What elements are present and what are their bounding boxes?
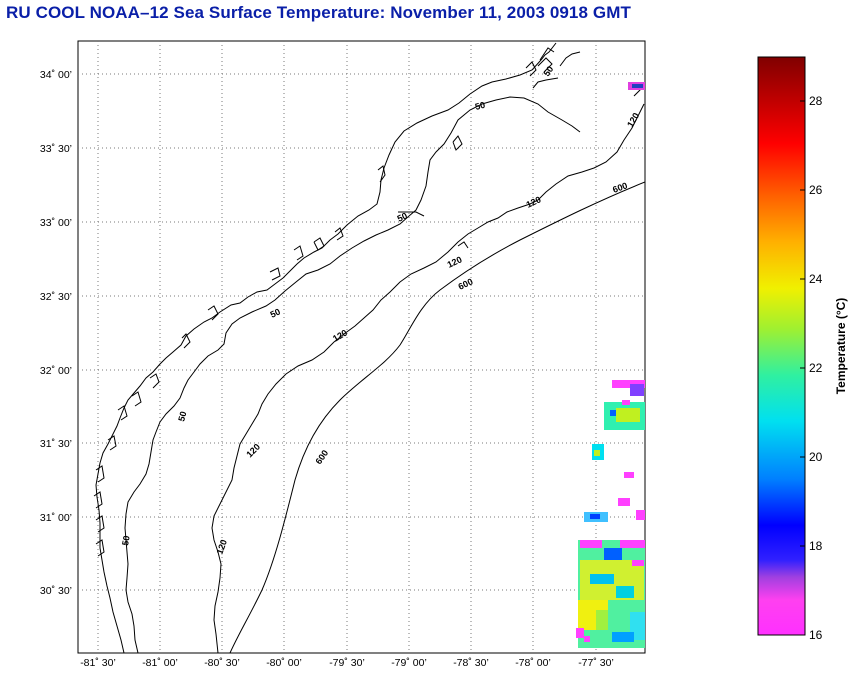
colorbar-axis-label: Temperature (°C) (834, 298, 848, 395)
isobath-600 (229, 181, 645, 653)
lat-tick: 32˚ 30’ (40, 291, 72, 303)
contour-label: 600 (611, 180, 629, 195)
lat-tick: 32˚ 00’ (40, 365, 72, 377)
map-grid (78, 41, 645, 653)
contour-label: 50 (396, 211, 409, 224)
lon-tick: -78˚ 30’ (453, 657, 489, 669)
map-title: RU COOL NOAA–12 Sea Surface Temperature:… (6, 3, 631, 22)
contour-label: 50 (541, 64, 555, 78)
colorbar-label: 26 (809, 183, 823, 197)
contour-label: 120 (214, 538, 229, 556)
colorbar-label: 28 (809, 94, 823, 108)
lat-tick: 30˚ 30’ (40, 585, 72, 597)
lon-tick: -77˚ 30’ (578, 657, 614, 669)
contour-label: 50 (269, 307, 282, 320)
contour-label: 50 (176, 410, 188, 422)
lat-tick: 31˚ 00’ (40, 512, 72, 524)
map-frame (77, 40, 646, 654)
lat-tick: 31˚ 30’ (40, 438, 72, 450)
colorbar-label: 22 (809, 361, 823, 375)
lon-tick: -79˚ 00’ (391, 657, 427, 669)
colorbar-label: 24 (809, 272, 823, 286)
lat-axis: 34˚ 00’ 33˚ 30’ 33˚ 00’ 32˚ 30’ 32˚ 00’ … (40, 69, 72, 597)
contour-label: 50 (474, 100, 486, 112)
lon-tick: -80˚ 00’ (266, 657, 302, 669)
lat-tick: 33˚ 00’ (40, 217, 72, 229)
lon-axis: -81˚ 30’ -81˚ 00’ -80˚ 30’ -80˚ 00’ -79˚… (80, 657, 614, 669)
lon-tick: -78˚ 00’ (515, 657, 551, 669)
lon-tick: -80˚ 30’ (204, 657, 240, 669)
colorbar-label: 18 (809, 539, 823, 553)
colorbar-label: 16 (809, 628, 823, 642)
contour-labels: 50 50 50 50 50 50 120 120 120 120 120 12… (120, 64, 641, 555)
marsh-islands (93, 47, 555, 557)
colorbar-ticks (800, 100, 805, 636)
lon-tick: -79˚ 30’ (329, 657, 365, 669)
lon-tick: -81˚ 00’ (142, 657, 178, 669)
colorbar-labels: 28 26 24 22 20 18 16 (809, 94, 823, 642)
isobath-120 (211, 103, 645, 653)
isobath-50 (124, 96, 581, 653)
contour-label: 50 (120, 535, 132, 547)
coastline (95, 42, 557, 653)
lat-tick: 33˚ 30’ (40, 143, 72, 155)
lon-tick: -81˚ 30’ (80, 657, 116, 669)
lat-tick: 34˚ 00’ (40, 69, 72, 81)
colorbar-label: 20 (809, 450, 823, 464)
colorbar (757, 56, 806, 636)
sst-data-patches (576, 82, 645, 648)
